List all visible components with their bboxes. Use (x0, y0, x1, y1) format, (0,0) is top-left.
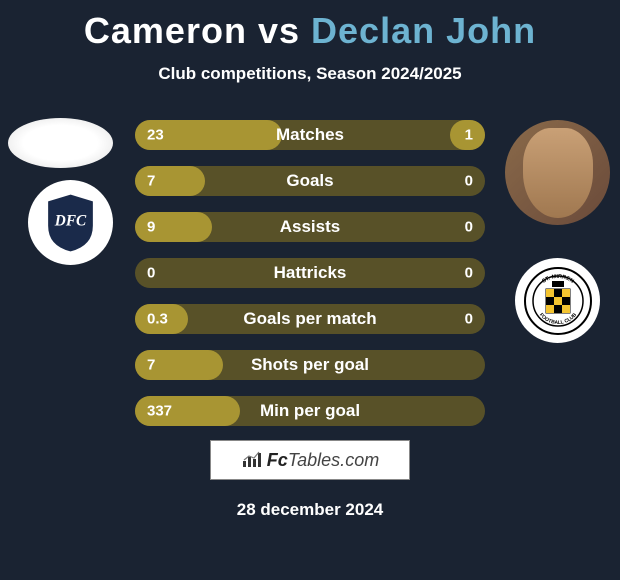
stat-bars: Matches231Goals70Assists90Hattricks00Goa… (135, 110, 485, 426)
stat-value-right: 0 (465, 173, 473, 190)
bar-track: Min per goal 337 (135, 396, 485, 426)
stat-value-left: 337 (147, 403, 172, 420)
stat-row: Assists 9 0 (135, 212, 485, 242)
vs-text: vs (258, 10, 300, 51)
bar-track: Goals per match 0.3 0 (135, 304, 485, 334)
player2-club-badge: ST. MIRREN FOOTBALL CLUB (515, 258, 600, 343)
stat-row: Matches 23 1 (135, 120, 485, 150)
bar-track: Hattricks 0 0 (135, 258, 485, 288)
stat-label: Matches (276, 125, 344, 145)
footer-logo: FcTables.com (210, 440, 410, 480)
player1-avatar (8, 118, 113, 168)
player1-name: Cameron (84, 10, 247, 51)
stat-value-right: 1 (465, 127, 473, 144)
player1-club-badge: DFC (28, 180, 113, 265)
stat-label: Min per goal (260, 401, 360, 421)
stat-value-left: 7 (147, 173, 155, 190)
stat-label: Goals (286, 171, 333, 191)
subtitle: Club competitions, Season 2024/2025 (0, 64, 620, 84)
player2-name: Declan John (311, 10, 536, 51)
bar-track: Assists 9 0 (135, 212, 485, 242)
player2-face (523, 128, 593, 218)
svg-text:DFC: DFC (54, 212, 87, 229)
stat-row: Min per goal 337 (135, 396, 485, 426)
brand-tables: Tables.com (288, 450, 379, 471)
bar-track: Shots per goal 7 (135, 350, 485, 380)
stat-label: Assists (280, 217, 340, 237)
bar-track: Goals 7 0 (135, 166, 485, 196)
bar-fill-left (135, 166, 205, 196)
player2-avatar (505, 120, 610, 225)
stat-value-left: 7 (147, 357, 155, 374)
st-mirren-badge-icon: ST. MIRREN FOOTBALL CLUB (523, 266, 593, 336)
stat-value-left: 0 (147, 265, 155, 282)
stat-row: Goals per match 0.3 0 (135, 304, 485, 334)
stat-value-left: 9 (147, 219, 155, 236)
bar-chart-icon (241, 451, 263, 469)
comparison-title: Cameron vs Declan John (0, 0, 620, 52)
stat-value-right: 0 (465, 219, 473, 236)
dfc-shield-icon: DFC (43, 193, 98, 253)
bar-track: Matches 23 1 (135, 120, 485, 150)
stat-value-right: 0 (465, 311, 473, 328)
footer-date: 28 december 2024 (237, 500, 384, 520)
stat-row: Goals 7 0 (135, 166, 485, 196)
stat-value-left: 0.3 (147, 311, 168, 328)
stat-row: Shots per goal 7 (135, 350, 485, 380)
stat-value-left: 23 (147, 127, 164, 144)
stat-row: Hattricks 0 0 (135, 258, 485, 288)
stat-label: Goals per match (243, 309, 376, 329)
stat-label: Hattricks (274, 263, 347, 283)
brand-fc: Fc (267, 450, 288, 471)
content-area: DFC ST. MIRREN FOOTBALL CLUB (0, 110, 620, 442)
stat-value-right: 0 (465, 265, 473, 282)
stat-label: Shots per goal (251, 355, 369, 375)
